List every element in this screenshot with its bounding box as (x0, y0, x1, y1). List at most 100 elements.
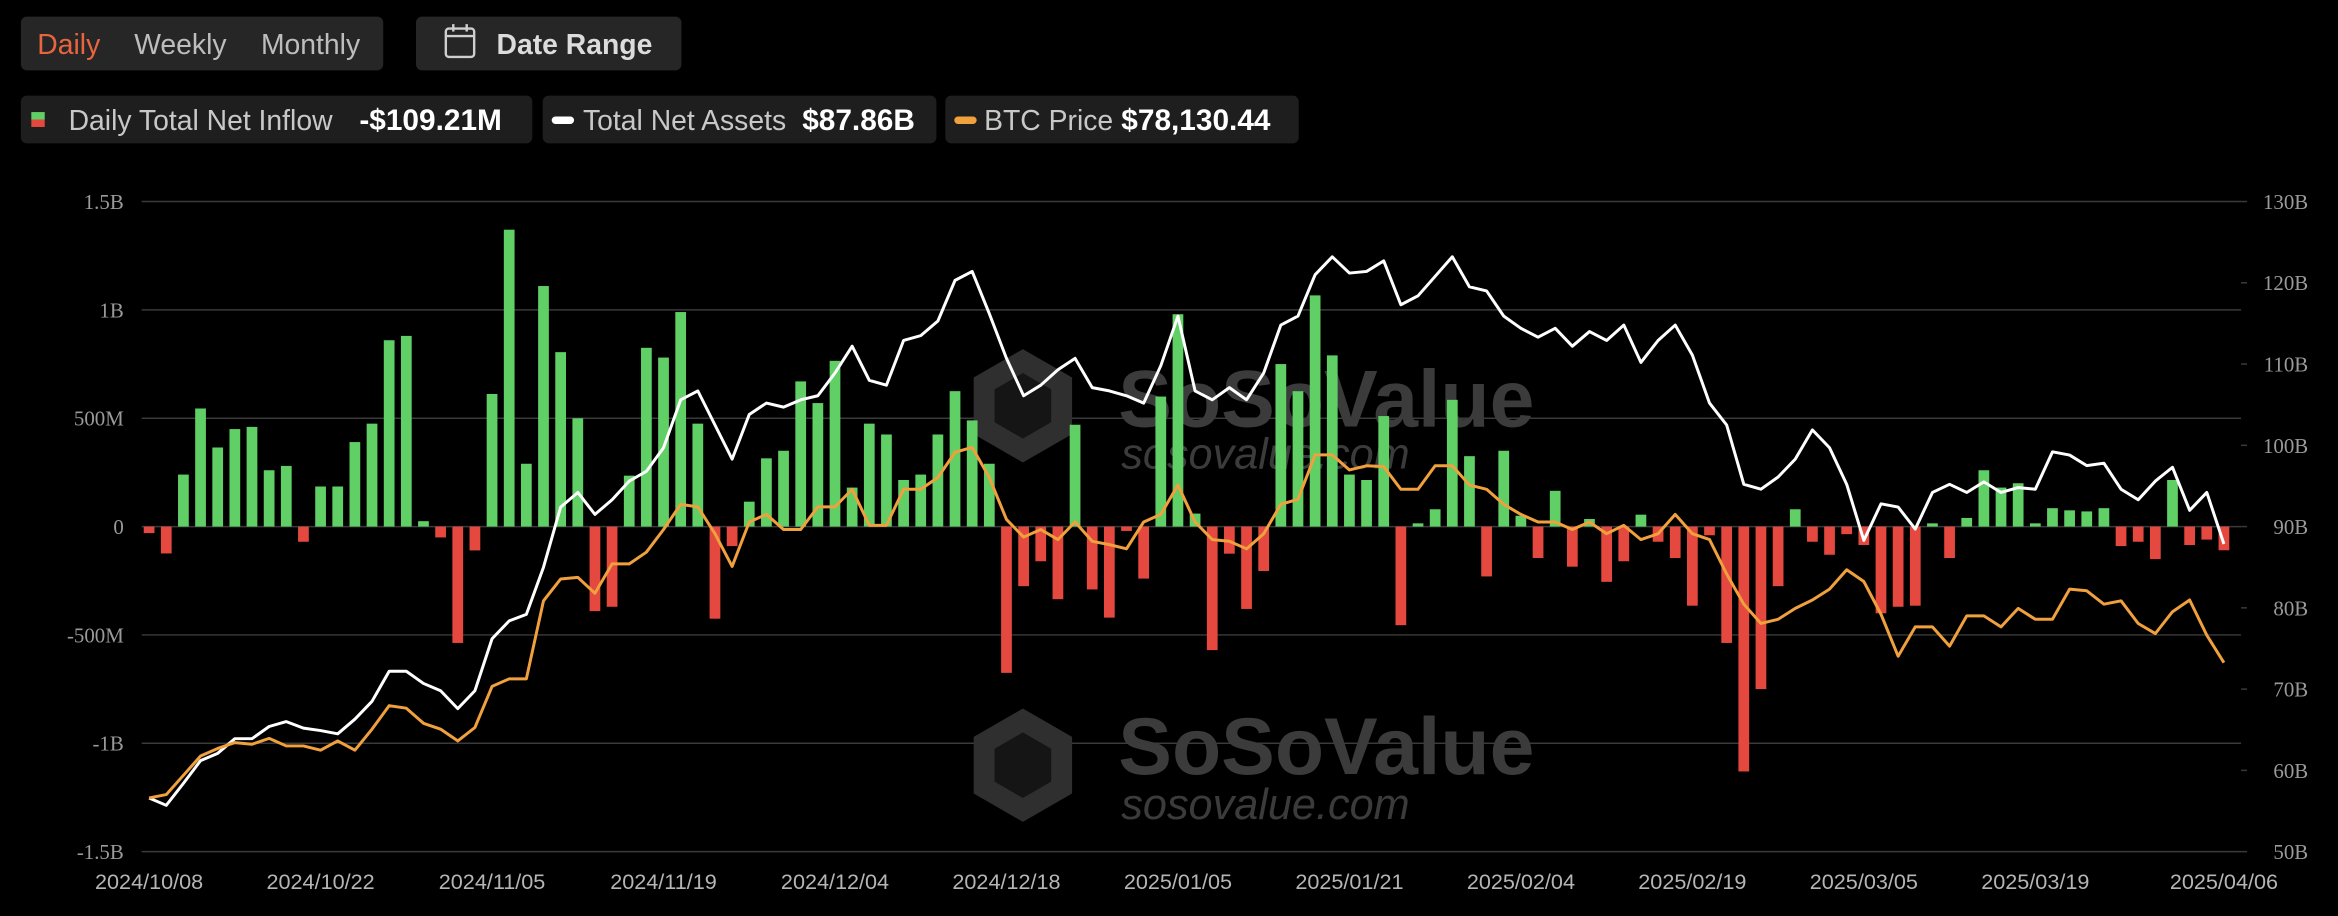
date-range-button[interactable] (416, 16, 682, 71)
bar (1258, 526, 1270, 572)
bar (195, 408, 206, 527)
line (148, 445, 2226, 800)
bar (881, 434, 892, 527)
bar (1275, 364, 1287, 527)
legend-value: -$109.21M (359, 104, 502, 137)
bar (298, 526, 309, 542)
bar (761, 458, 772, 527)
x-tick-label: 2024/10/08 (95, 869, 203, 894)
legend-value: $87.86B (802, 104, 915, 137)
bar (2184, 526, 2196, 546)
bar (2115, 526, 2127, 547)
watermark-site: sosovalue.com (1121, 781, 1409, 829)
bar (452, 526, 464, 643)
bar (641, 347, 652, 527)
bar (1018, 526, 1029, 587)
bar (1927, 523, 1938, 527)
bar (572, 418, 584, 527)
y2-tick-label: 120B (2263, 271, 2308, 295)
bar (2081, 511, 2093, 527)
y-tick-label: 0 (113, 515, 123, 539)
bar (1481, 526, 1492, 577)
bar (1378, 416, 1390, 527)
bar (2132, 526, 2144, 542)
bar (949, 391, 961, 527)
legend-item[interactable] (542, 95, 937, 144)
y-tick-label: 500M (74, 407, 124, 431)
line (148, 255, 2226, 807)
y2-tick-label: 80B (2273, 596, 2308, 620)
legend-item[interactable] (20, 95, 533, 144)
y-tick-label: 1B (99, 298, 123, 322)
bar (2047, 508, 2058, 527)
x-tick-label: 2025/02/04 (1467, 869, 1575, 894)
bar (332, 486, 344, 527)
bar (778, 450, 789, 527)
watermark: SoSoValue sosovalue.com (973, 702, 1534, 829)
legend-icon (31, 112, 45, 120)
y2-tick-label: 110B (2264, 353, 2308, 377)
bar (692, 423, 704, 527)
bar (1138, 526, 1150, 579)
bar (1515, 515, 1527, 527)
bar (1361, 479, 1372, 527)
legend-label: Daily Total Net Inflow (69, 105, 334, 137)
bar (1686, 526, 1698, 606)
bar (2098, 508, 2110, 527)
period-button[interactable]: Monthly (261, 29, 361, 61)
x-tick-label: 2025/01/05 (1124, 869, 1232, 894)
grid: -1.5B -1B -500M 0 500M 1B 1.5B 50B 60B 70B 80B 90B 1… (67, 190, 2308, 894)
bar (795, 381, 807, 527)
legend-item[interactable] (945, 95, 1299, 144)
bar (538, 286, 549, 527)
bar (246, 426, 258, 527)
bar (1841, 526, 1853, 535)
bar (280, 465, 292, 527)
bar (1978, 470, 1990, 527)
bar (1035, 526, 1047, 562)
bar (658, 357, 669, 527)
bar (1807, 526, 1818, 542)
bar (435, 526, 446, 538)
bar (1532, 526, 1544, 559)
bar (1172, 314, 1184, 527)
y2-tick-label: 60B (2273, 759, 2308, 783)
bar (520, 463, 532, 527)
plot (143, 229, 2230, 807)
bar (1789, 509, 1801, 527)
bar (966, 420, 978, 527)
bar (1824, 526, 1835, 555)
x-tick-label: 2025/03/19 (1981, 869, 2089, 894)
bar (1909, 526, 1921, 606)
bar (1086, 526, 1098, 590)
period-button[interactable]: Daily (37, 29, 101, 61)
bar (1052, 526, 1064, 600)
y-tick-label: -500M (67, 623, 124, 647)
bar (503, 229, 515, 527)
bar (863, 423, 875, 527)
bar (1618, 526, 1630, 562)
bar (1309, 295, 1321, 527)
bar (1395, 526, 1407, 626)
bar (1721, 526, 1733, 643)
bar (2201, 526, 2213, 540)
bar (366, 423, 378, 527)
bar (178, 474, 189, 527)
date-range-label[interactable]: Date Range (497, 29, 653, 61)
bar (1103, 526, 1115, 618)
x-tick-label: 2025/01/21 (1295, 869, 1403, 894)
x-tick-label: 2024/11/19 (610, 869, 717, 894)
y2-tick-label: 100B (2263, 434, 2308, 458)
y2-tick-label: 90B (2273, 515, 2308, 539)
bar (349, 442, 361, 527)
bar (1498, 450, 1510, 527)
bar (1464, 456, 1475, 527)
legend-icon (551, 116, 575, 124)
bar (915, 474, 927, 527)
bar (1429, 509, 1441, 527)
period-button[interactable]: Weekly (134, 29, 227, 61)
y2-tick-label: 50B (2273, 840, 2308, 864)
bar (726, 526, 738, 547)
